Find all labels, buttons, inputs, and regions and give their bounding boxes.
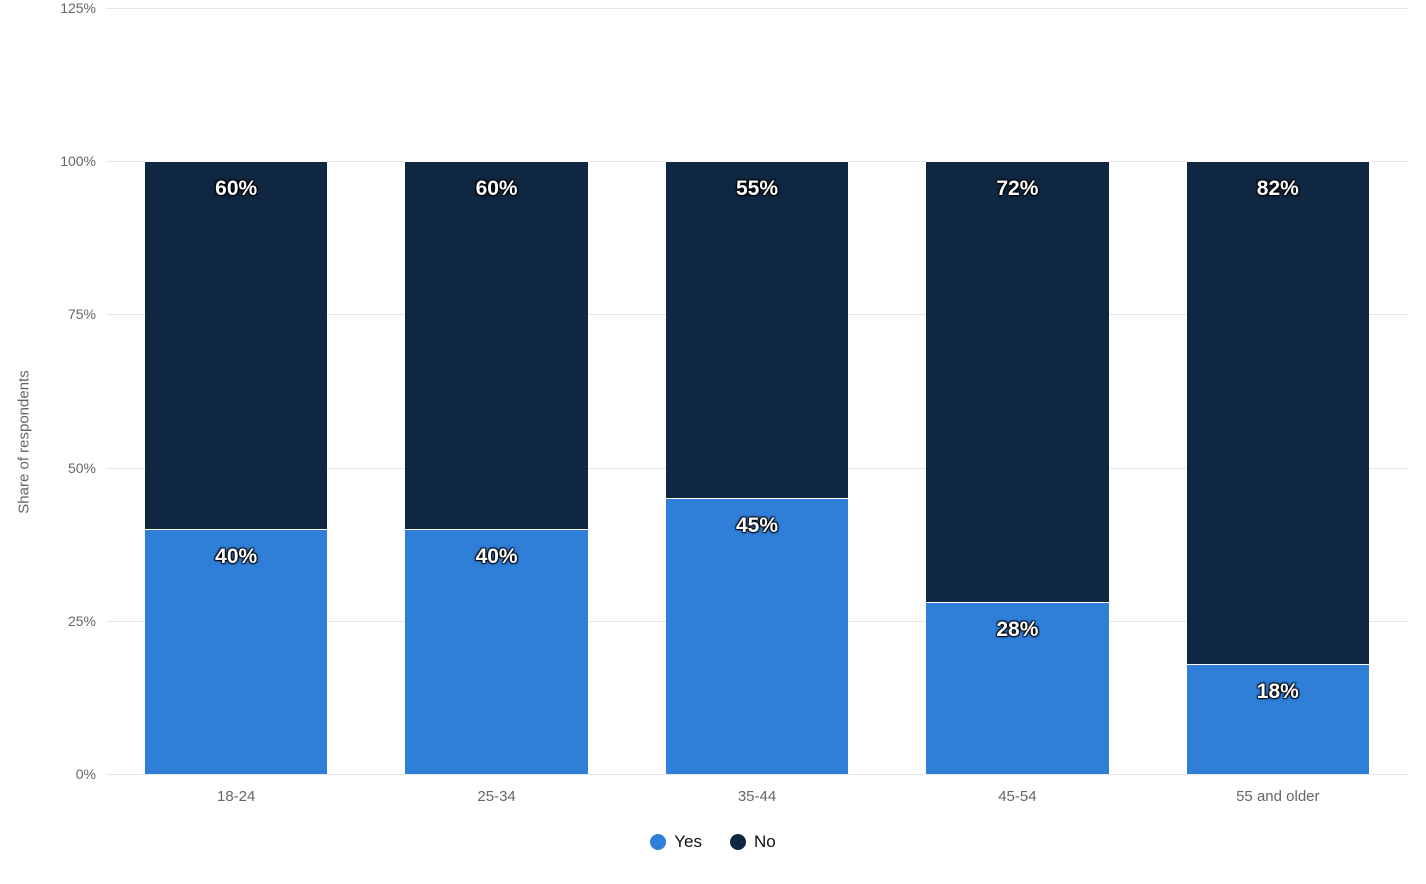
bar-group [666, 161, 848, 774]
bar-value-label: 40% [476, 545, 518, 569]
legend-swatch [650, 834, 666, 850]
y-tick-label: 125% [60, 0, 106, 16]
x-tick-label: 45-54 [998, 774, 1036, 805]
legend-label: No [754, 832, 776, 852]
bar-value-label: 28% [996, 618, 1038, 642]
bar-value-label: 60% [215, 177, 257, 201]
bar-group [405, 161, 587, 774]
legend-label: Yes [674, 832, 702, 852]
stacked-bar-chart: Share of respondents 0% 25% 50% 75% 100% 125%… [0, 0, 1426, 884]
y-tick-label: 25% [68, 613, 106, 629]
bar-value-label: 18% [1257, 680, 1299, 704]
legend: Yes No [0, 832, 1426, 855]
bar-segment-yes[interactable] [666, 498, 848, 774]
bar-segment-no[interactable] [666, 161, 848, 498]
y-tick-label: 75% [68, 306, 106, 322]
y-axis-label: Share of respondents [16, 370, 33, 513]
bar-value-label: 72% [996, 177, 1038, 201]
bar-segment-no[interactable] [926, 161, 1108, 602]
legend-item[interactable]: Yes [650, 832, 702, 852]
y-tick-label: 50% [68, 460, 106, 476]
gridline [106, 8, 1408, 9]
bar-value-label: 40% [215, 545, 257, 569]
x-tick-label: 18-24 [217, 774, 255, 805]
bar-segment-no[interactable] [145, 161, 327, 529]
y-tick-label: 0% [76, 766, 106, 782]
bar-group [926, 161, 1108, 774]
legend-item[interactable]: No [730, 832, 776, 852]
bar-value-label: 55% [736, 177, 778, 201]
x-tick-label: 25-34 [477, 774, 515, 805]
bar-segment-no[interactable] [1187, 161, 1369, 663]
bar-segment-no[interactable] [405, 161, 587, 529]
x-tick-label: 35-44 [738, 774, 776, 805]
bar-value-label: 60% [476, 177, 518, 201]
bar-value-label: 45% [736, 514, 778, 538]
x-tick-label: 55 and older [1236, 774, 1319, 805]
bar-group [145, 161, 327, 774]
bar-value-label: 82% [1257, 177, 1299, 201]
legend-swatch [730, 834, 746, 850]
y-tick-label: 100% [60, 153, 106, 169]
plot-area: 0%25%50%75%100%125%40%60%18-2440%60%25-3… [106, 8, 1408, 774]
